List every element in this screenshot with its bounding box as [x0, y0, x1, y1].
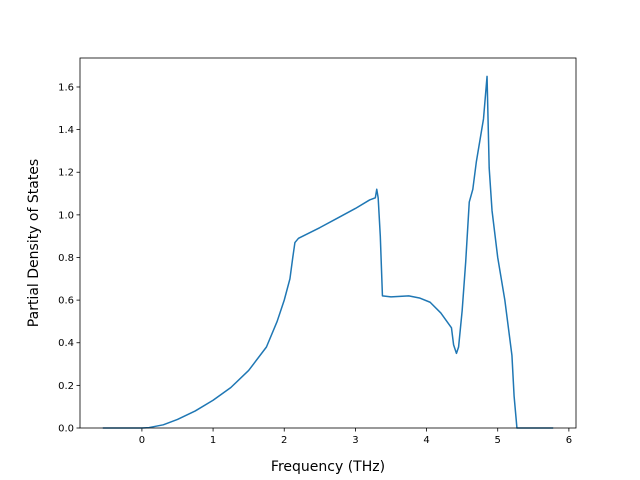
- y-tick-label: 0.6: [58, 296, 74, 307]
- y-tick-label: 0.2: [58, 381, 74, 392]
- x-tick-label: 6: [566, 435, 572, 446]
- x-tick-label: 0: [139, 435, 145, 446]
- x-tick-label: 3: [352, 435, 358, 446]
- x-tick-label: 5: [495, 435, 501, 446]
- y-tick-label: 1.4: [58, 125, 74, 136]
- data-line: [102, 75, 554, 429]
- x-tick-label: 1: [210, 435, 216, 446]
- y-tick-label: 1.0: [58, 210, 74, 221]
- y-tick-label: 0.0: [58, 424, 74, 435]
- y-tick-label: 0.8: [58, 253, 74, 264]
- x-tick-label: 2: [281, 435, 287, 446]
- y-tick-label: 0.4: [58, 338, 74, 349]
- y-tick-label: 1.2: [58, 168, 74, 179]
- y-axis-label: Partial Density of States: [26, 159, 42, 327]
- y-tick-label: 1.6: [58, 82, 74, 93]
- x-tick-label: 4: [423, 435, 429, 446]
- x-axis-label: Frequency (THz): [271, 459, 385, 475]
- plot-frame: [79, 57, 577, 429]
